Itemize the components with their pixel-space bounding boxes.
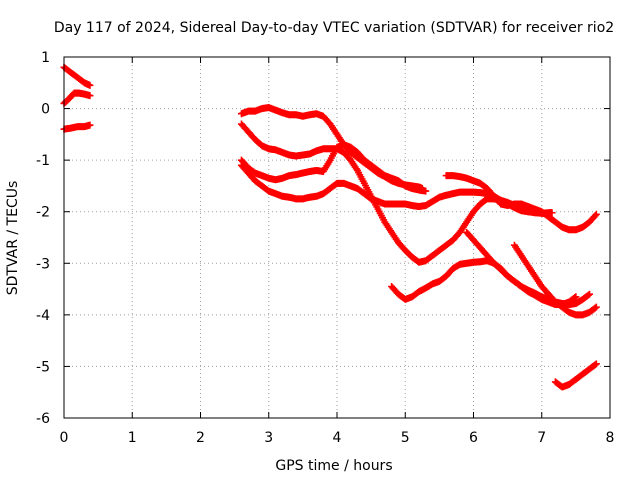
y-tick-label: -2 xyxy=(36,205,50,221)
y-tick-label: -4 xyxy=(36,308,50,324)
x-tick-label: 2 xyxy=(196,430,205,446)
x-tick-label: 0 xyxy=(60,430,69,446)
series-arc-8 xyxy=(442,172,600,234)
data-point xyxy=(86,81,94,89)
x-tick-label: 7 xyxy=(537,430,546,446)
series-arc-2 xyxy=(60,89,94,107)
data-point xyxy=(584,291,592,299)
y-tick-label: -1 xyxy=(36,153,50,169)
data-point xyxy=(592,210,600,218)
data-point xyxy=(591,212,599,220)
grid-lines xyxy=(64,57,610,418)
series-arc-5 xyxy=(237,120,556,266)
plot-frame xyxy=(63,56,611,419)
y-axis-label: SDTVAR / TECUs xyxy=(5,181,21,296)
x-tick-label: 5 xyxy=(401,430,410,446)
data-point xyxy=(572,293,580,301)
series-arc-12 xyxy=(551,360,600,391)
data-point xyxy=(591,361,599,369)
x-tick-label: 8 xyxy=(606,430,615,446)
series-arc-7 xyxy=(237,161,553,218)
data-point xyxy=(86,121,94,129)
y-tick-label: -3 xyxy=(36,256,50,272)
axis-ticks: 0 1 2 3 4 5 6 7 8 1 0 -1 -2 -3 -4 -5 -6 xyxy=(36,50,614,446)
x-tick-label: 3 xyxy=(264,430,273,446)
y-tick-label: -5 xyxy=(36,359,50,375)
data-point xyxy=(591,304,599,312)
data-point xyxy=(592,303,600,311)
series-arc-1 xyxy=(60,63,94,89)
x-axis-label: GPS time / hours xyxy=(275,458,392,474)
data-point xyxy=(571,294,579,302)
data-marks xyxy=(60,63,600,391)
chart-title: Day 117 of 2024, Sidereal Day-to-day VTE… xyxy=(54,20,614,36)
x-tick-label: 4 xyxy=(333,430,342,446)
series-arc-3 xyxy=(60,121,94,133)
x-tick-label: 6 xyxy=(469,430,478,446)
y-tick-label: 1 xyxy=(41,50,50,66)
x-tick-label: 1 xyxy=(128,430,137,446)
y-tick-label: 0 xyxy=(41,102,50,118)
data-point xyxy=(86,92,94,100)
y-tick-label: -6 xyxy=(36,411,50,427)
series-arc-11 xyxy=(510,241,600,319)
data-point xyxy=(422,187,430,195)
series-arc-10 xyxy=(463,228,594,309)
data-point xyxy=(586,290,594,298)
data-point xyxy=(592,360,600,368)
